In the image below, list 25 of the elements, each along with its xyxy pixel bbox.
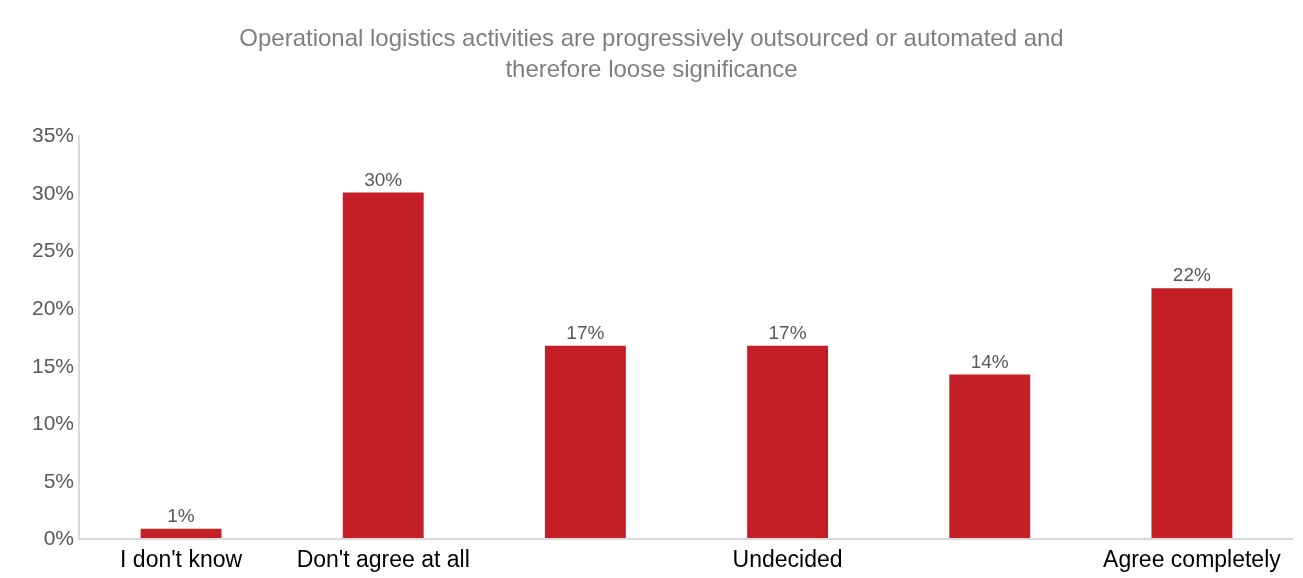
x-tick-label: Don't agree at all [296,546,470,573]
y-tick-label: 0% [43,526,75,550]
x-tick-label: Undecided [732,546,843,573]
x-tick-label: Agree completely [1103,546,1282,573]
bar [747,345,829,538]
y-tick-label: 20% [32,296,75,320]
bar [1151,288,1233,538]
data-label: 14% [970,350,1009,372]
data-label: 22% [1172,264,1211,286]
y-tick-label: 30% [32,180,75,204]
data-label: 1% [167,504,195,526]
y-tick-label: 35% [32,123,75,147]
bar [544,345,626,538]
chart-title: Operational logistics activities are progressively outsourced or automated and therefore loose significance [239,24,1064,83]
y-tick-label: 10% [32,411,75,435]
bar [342,192,424,538]
y-tick-label: 15% [32,353,75,377]
bar [140,528,222,538]
bar [949,374,1031,538]
data-label: 17% [566,321,605,343]
data-label: 17% [768,321,807,343]
data-label: 30% [364,168,403,190]
x-tick-label: I don't know [120,546,243,573]
y-tick-label: 5% [43,468,75,492]
y-tick-label: 25% [32,238,75,262]
